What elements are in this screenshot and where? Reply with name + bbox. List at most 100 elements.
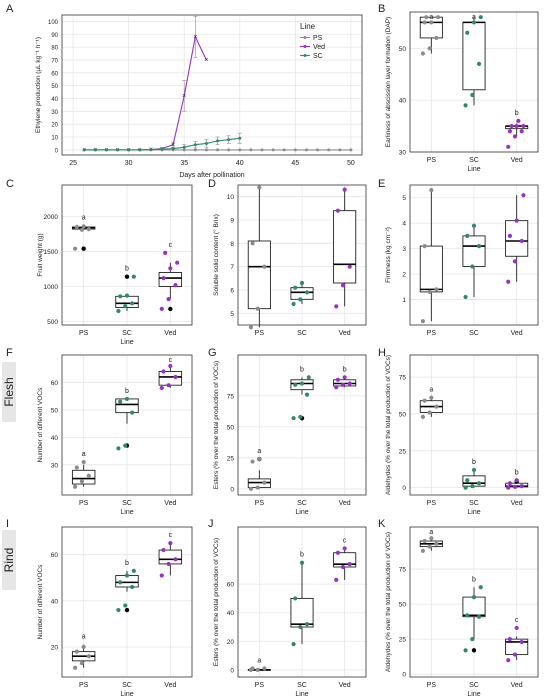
data-point	[159, 573, 164, 578]
data-point	[434, 404, 439, 409]
data-point	[514, 625, 519, 631]
data-point	[434, 541, 439, 546]
data-point	[334, 577, 339, 582]
data-point	[420, 51, 426, 56]
data-point	[118, 294, 123, 299]
y-axis-label: Aldehydes (% over the total production o…	[385, 355, 392, 495]
y-tick-label: 10	[51, 136, 58, 142]
point-marker: ×	[182, 93, 186, 100]
panel-g: G 0 25 50 75 PS SC Ved Line Esters (% over the to…	[208, 347, 367, 516]
panel-letter: H	[378, 347, 386, 359]
data-point	[519, 238, 524, 244]
data-point	[465, 478, 470, 483]
panel-h: H 0 25 50 75 PS SC Ved Line Aldehydes (% over the…	[378, 347, 539, 516]
x-axis-label: Line	[120, 509, 133, 516]
series-line	[84, 35, 207, 151]
data-point	[422, 538, 427, 544]
data-point	[465, 30, 470, 35]
x-axis-label: Line	[120, 691, 133, 698]
x-tick-label: SC	[297, 330, 307, 337]
data-point	[434, 35, 439, 41]
significance-letter: b	[472, 576, 476, 583]
panel-letter: A	[6, 3, 14, 15]
y-tick-label: 500	[47, 319, 58, 326]
point-marker	[271, 148, 275, 152]
data-point	[257, 456, 262, 462]
x-tick-label: Ved	[164, 500, 176, 507]
point-marker	[193, 143, 197, 147]
panel-d: D 5 6 7 8 9 10 PS SC Ved Soluble solid content (° …	[208, 178, 367, 337]
box-sc	[290, 560, 314, 647]
y-tick-label: 40	[51, 435, 59, 442]
data-point	[74, 224, 79, 230]
y-tick-label: 75	[399, 567, 407, 574]
data-point	[340, 283, 346, 288]
y-tick-label: 7	[230, 264, 234, 271]
data-point	[465, 613, 470, 618]
significance-letter: b	[300, 366, 304, 373]
data-point	[73, 246, 78, 251]
box-ps	[419, 395, 443, 419]
data-point	[478, 15, 483, 20]
point-marker	[116, 148, 120, 152]
box-iqr	[247, 240, 271, 310]
data-point	[519, 129, 524, 134]
data-point	[116, 308, 121, 314]
panel-j: J 0 20 40 60 PS SC Ved Line Esters (% over the to…	[208, 518, 367, 698]
y-tick-label: 40	[51, 598, 59, 605]
data-point	[471, 594, 477, 600]
box-iqr	[419, 245, 443, 293]
y-tick-label: 1	[402, 297, 406, 304]
panel-letter: B	[378, 3, 385, 15]
series-sc	[82, 132, 242, 152]
panel-letter: G	[208, 347, 217, 359]
y-tick-label: 30	[51, 462, 59, 469]
box-iqr	[71, 469, 96, 485]
data-point	[130, 410, 135, 415]
box-sc	[462, 585, 486, 653]
x-axis-label: Line	[295, 509, 308, 516]
data-point	[173, 283, 178, 288]
box-ps	[419, 187, 443, 324]
point-marker	[327, 148, 331, 152]
data-point	[159, 385, 164, 391]
box-ved	[333, 187, 357, 309]
panel-letter: F	[6, 347, 13, 359]
y-tick-label: 0	[55, 148, 59, 154]
x-tick-label: SC	[469, 500, 479, 507]
point-marker	[316, 148, 320, 152]
significance-letter: b	[472, 459, 476, 466]
point-marker	[338, 148, 342, 152]
data-point	[304, 290, 310, 295]
data-point	[420, 548, 426, 553]
data-point	[73, 665, 78, 670]
data-point	[262, 264, 267, 269]
box-iqr	[462, 235, 486, 267]
legend-swatch-dot	[303, 36, 307, 39]
panel-b: B 30 40 50 PS SC Ved Line Earliness of abscissio…	[378, 3, 539, 173]
data-point	[463, 485, 468, 490]
x-tick-label: SC	[469, 330, 479, 337]
point-marker	[216, 148, 220, 152]
data-point	[293, 382, 298, 387]
data-point	[299, 381, 305, 386]
data-point	[161, 369, 166, 374]
data-point	[262, 666, 267, 671]
plot-frame	[237, 354, 367, 496]
x-tick-label: Ved	[511, 157, 523, 164]
data-point	[124, 293, 130, 298]
outlier-point	[168, 306, 173, 312]
x-tick-label: SC	[122, 500, 132, 507]
y-tick-label: 25	[399, 448, 407, 455]
box-iqr	[158, 272, 183, 287]
x-tick-label: 45	[291, 160, 299, 167]
point-marker	[227, 148, 231, 152]
data-point	[429, 20, 434, 25]
point-marker	[82, 148, 86, 152]
data-point	[507, 233, 513, 239]
box-ved	[505, 118, 529, 149]
data-point	[334, 385, 339, 390]
y-tick-label: 60	[227, 582, 235, 589]
data-point	[250, 241, 255, 246]
x-tick-label: PS	[427, 682, 437, 689]
